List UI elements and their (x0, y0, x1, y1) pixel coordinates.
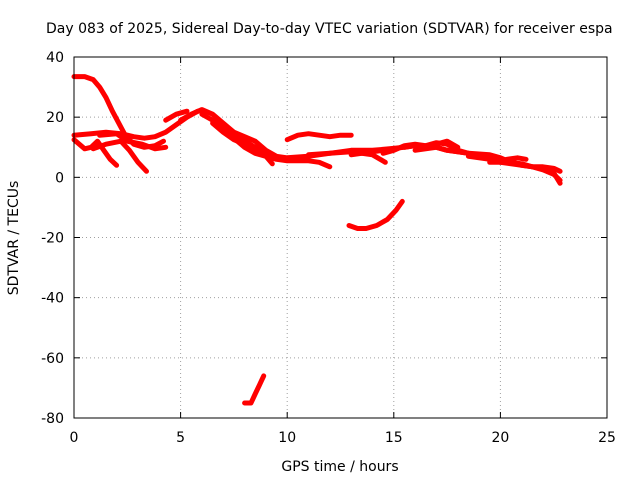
series-arc-19 (346, 198, 405, 231)
plot-frame (73, 56, 608, 419)
x-tick-label: 20 (491, 430, 509, 446)
series-arc-6 (163, 108, 190, 123)
y-tick-label: -60 (41, 351, 64, 367)
x-axis-label: GPS time / hours (281, 459, 398, 475)
x-tick-label: 15 (385, 430, 403, 446)
y-tick-label: -20 (41, 231, 64, 247)
series-arc-18 (487, 155, 529, 165)
grid-lines (74, 57, 607, 418)
y-axis-label: SDTVAR / TECUs (6, 181, 22, 296)
series-arc-10 (216, 123, 311, 162)
series-arc-17 (465, 153, 563, 183)
axes: 0 5 10 15 20 25 -80 -60 -40 -20 0 20 40 (41, 50, 616, 446)
series-arc-3 (71, 137, 120, 168)
y-tick-label: -80 (41, 411, 64, 427)
y-tick-label: 40 (46, 50, 64, 66)
series-arc-4 (90, 138, 149, 174)
series-arc-20 (242, 373, 267, 406)
x-tick-label: 5 (176, 430, 185, 446)
x-tick-label: 25 (598, 430, 616, 446)
series-arc-5 (97, 131, 169, 152)
y-tick-label: -40 (41, 291, 64, 307)
chart-title: Day 083 of 2025, Sidereal Day-to-day VTE… (46, 21, 613, 37)
x-tick-label: 10 (278, 430, 296, 446)
data-traces (71, 74, 563, 406)
y-tick-label: 0 (55, 170, 64, 186)
series-arc-11 (284, 131, 354, 143)
x-tick-label: 0 (70, 430, 79, 446)
series-arc-13 (348, 147, 386, 158)
y-tick-label: 20 (46, 110, 64, 126)
